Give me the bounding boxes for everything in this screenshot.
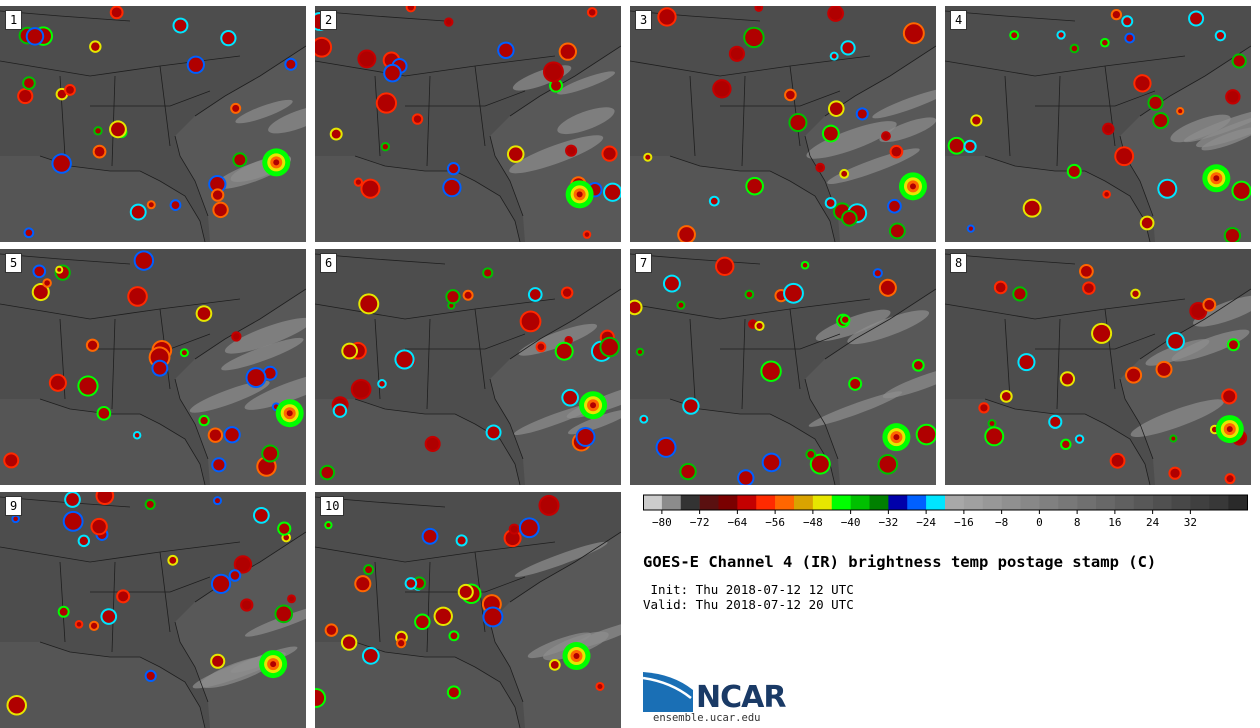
colorbar-swatch bbox=[945, 495, 965, 510]
colorbar-swatch bbox=[1114, 495, 1135, 510]
forecast-panel: 10 bbox=[315, 492, 621, 728]
logo-name: NCAR bbox=[696, 680, 786, 715]
colorbar-swatch bbox=[1039, 495, 1059, 510]
ir-satellite-map bbox=[945, 253, 1251, 485]
forecast-panel: 7 bbox=[630, 249, 936, 485]
colorbar-tick-label: −16 bbox=[954, 516, 974, 529]
colorbar-swatch bbox=[1001, 495, 1021, 510]
colorbar-tick-label: −8 bbox=[995, 516, 1008, 529]
colorbar-tick-label: 24 bbox=[1146, 516, 1160, 529]
forecast-panel: 3 bbox=[630, 6, 936, 242]
colorbar-swatch bbox=[831, 495, 851, 510]
panel-number: 1 bbox=[5, 10, 23, 30]
colorbar-swatch bbox=[1171, 495, 1191, 510]
colorbar: −80 −72 −64 −56 −48 −40 −32 −24 −16 −8 0 8 16 24 32 bbox=[643, 494, 1248, 529]
ir-satellite-map bbox=[315, 253, 621, 485]
ir-satellite-map bbox=[315, 6, 621, 242]
colorbar-tick-label: −32 bbox=[878, 516, 898, 529]
colorbar-swatch bbox=[661, 495, 682, 510]
panel-number: 7 bbox=[635, 253, 653, 273]
colorbar-swatch bbox=[1228, 495, 1248, 510]
panel-number: 5 bbox=[5, 253, 23, 273]
panel-number: 2 bbox=[320, 10, 338, 30]
ncar-logo: NCAR ensemble.ucar.edu bbox=[642, 670, 803, 728]
panel-number: 9 bbox=[5, 496, 23, 516]
colorbar-swatch bbox=[756, 495, 776, 510]
colorbar-swatch bbox=[1152, 495, 1172, 510]
colorbar-tick-label: −40 bbox=[841, 516, 861, 529]
forecast-panel: 9 bbox=[0, 492, 306, 728]
init-time: Init: Thu 2018-07-12 12 UTC bbox=[643, 582, 854, 597]
colorbar-swatch bbox=[1190, 495, 1210, 510]
colorbar-tick-label: 32 bbox=[1184, 516, 1197, 529]
ir-satellite-map bbox=[0, 6, 306, 242]
colorbar-swatch bbox=[926, 495, 946, 510]
colorbar-swatch bbox=[737, 495, 757, 510]
colorbar-swatch bbox=[643, 495, 663, 510]
colorbar-swatch bbox=[1020, 495, 1040, 510]
colorbar-swatch bbox=[850, 495, 870, 510]
colorbar-swatch bbox=[1058, 495, 1078, 510]
ir-satellite-map bbox=[630, 253, 936, 485]
ir-satellite-map bbox=[315, 494, 621, 728]
colorbar-tick-label: −56 bbox=[765, 516, 785, 529]
panel-number: 4 bbox=[950, 10, 968, 30]
forecast-panel: 1 bbox=[0, 6, 306, 242]
colorbar-tick-label: 8 bbox=[1074, 516, 1081, 529]
ir-satellite-map bbox=[0, 492, 306, 728]
colorbar-tick-label: −72 bbox=[690, 516, 710, 529]
colorbar-tick-label: −24 bbox=[916, 516, 936, 529]
panel-number: 8 bbox=[950, 253, 968, 273]
colorbar-swatch bbox=[775, 495, 795, 510]
figure-title: GOES-E Channel 4 (IR) brightness temp po… bbox=[643, 553, 1157, 571]
colorbar-tick-label: 0 bbox=[1036, 516, 1043, 529]
ir-satellite-map bbox=[0, 250, 306, 485]
colorbar-swatch bbox=[794, 495, 814, 510]
colorbar-swatch bbox=[1209, 495, 1229, 510]
colorbar-swatch bbox=[982, 495, 1002, 510]
forecast-panel: 5 bbox=[0, 249, 306, 485]
colorbar-swatch bbox=[699, 495, 719, 510]
valid-time: Valid: Thu 2018-07-12 20 UTC bbox=[643, 597, 854, 612]
panel-number: 6 bbox=[320, 253, 338, 273]
logo-url: ensemble.ucar.edu bbox=[653, 712, 761, 724]
colorbar-tick-label: −64 bbox=[727, 516, 747, 529]
ir-satellite-map bbox=[945, 8, 1251, 242]
forecast-panel: 4 bbox=[945, 6, 1251, 242]
colorbar-swatch bbox=[680, 495, 700, 510]
colorbar-swatch bbox=[963, 495, 984, 510]
colorbar-tick-label: −80 bbox=[652, 516, 672, 529]
colorbar-swatch bbox=[888, 495, 908, 510]
panel-number: 3 bbox=[635, 10, 653, 30]
colorbar-swatch bbox=[869, 495, 889, 510]
colorbar-tick-label: −48 bbox=[803, 516, 823, 529]
colorbar-swatch bbox=[812, 495, 833, 510]
colorbar-swatch bbox=[1077, 495, 1097, 510]
colorbar-swatch bbox=[1096, 495, 1116, 510]
panel-number: 10 bbox=[320, 496, 345, 516]
forecast-panel: 2 bbox=[315, 6, 621, 242]
colorbar-swatch bbox=[907, 495, 927, 510]
colorbar-tick-label: 16 bbox=[1108, 516, 1121, 529]
forecast-panel: 8 bbox=[945, 249, 1251, 485]
ir-satellite-map bbox=[630, 6, 936, 242]
forecast-panel: 6 bbox=[315, 249, 621, 485]
ncar-swoosh-icon bbox=[642, 672, 693, 712]
colorbar-swatch bbox=[1133, 495, 1153, 510]
colorbar-swatch bbox=[718, 495, 738, 510]
